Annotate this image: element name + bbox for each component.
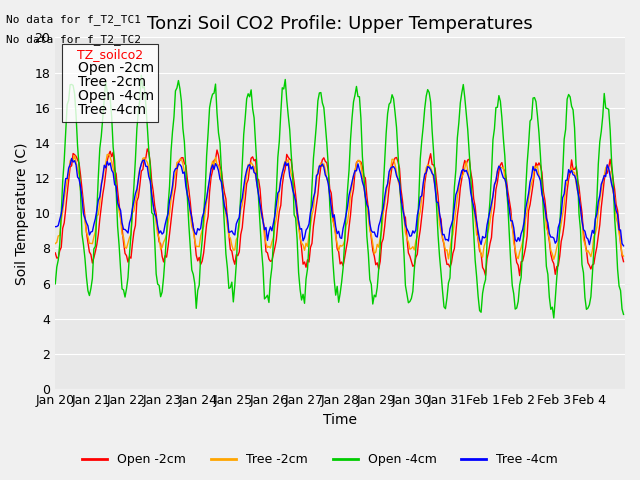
Open -4cm: [345, 167, 353, 173]
Tree -2cm: [105, 152, 113, 157]
Line: Tree -2cm: Tree -2cm: [55, 155, 623, 259]
Tree -4cm: [345, 192, 353, 198]
Open -2cm: [618, 252, 626, 258]
Text: No data for f_T2_TC1: No data for f_T2_TC1: [6, 14, 141, 25]
Text: No data for f_T2_TC2: No data for f_T2_TC2: [6, 34, 141, 45]
Tree -2cm: [620, 253, 627, 259]
Y-axis label: Soil Temperature (C): Soil Temperature (C): [15, 142, 29, 285]
Open -2cm: [516, 273, 524, 278]
Open -2cm: [544, 229, 552, 235]
Open -2cm: [345, 224, 353, 230]
Tree -2cm: [71, 153, 79, 158]
Tree -4cm: [90, 222, 98, 228]
Tree -4cm: [617, 227, 625, 233]
Tree -2cm: [88, 241, 96, 247]
Legend: Open -2cm, Tree -2cm, Open -4cm, Tree -4cm: Open -2cm, Tree -2cm, Open -4cm, Tree -4…: [77, 448, 563, 471]
Legend: Open -2cm, Tree -2cm, Open -4cm, Tree -4cm: Open -2cm, Tree -2cm, Open -4cm, Tree -4…: [62, 44, 158, 121]
Tree -4cm: [458, 168, 466, 174]
X-axis label: Time: Time: [323, 413, 357, 427]
Tree -2cm: [543, 225, 550, 231]
Tree -2cm: [550, 256, 557, 262]
Tree -4cm: [543, 216, 550, 221]
Line: Open -2cm: Open -2cm: [55, 149, 623, 276]
Tree -2cm: [618, 252, 626, 257]
Open -2cm: [620, 259, 627, 264]
Tree -2cm: [345, 207, 353, 213]
Open -2cm: [88, 260, 96, 266]
Open -4cm: [458, 90, 466, 96]
Line: Open -4cm: Open -4cm: [55, 75, 623, 318]
Tree -4cm: [620, 243, 627, 249]
Open -2cm: [71, 152, 79, 157]
Open -4cm: [550, 315, 557, 321]
Open -2cm: [458, 176, 466, 182]
Open -2cm: [143, 146, 151, 152]
Open -4cm: [71, 91, 79, 96]
Open -4cm: [138, 72, 145, 78]
Tree -2cm: [51, 240, 59, 246]
Open -4cm: [618, 306, 626, 312]
Open -4cm: [88, 276, 96, 281]
Open -2cm: [51, 250, 59, 256]
Tree -2cm: [458, 174, 466, 180]
Open -4cm: [543, 264, 550, 269]
Tree -4cm: [68, 156, 76, 161]
Open -4cm: [620, 312, 627, 317]
Title: Tonzi Soil CO2 Profile: Upper Temperatures: Tonzi Soil CO2 Profile: Upper Temperatur…: [147, 15, 533, 33]
Line: Tree -4cm: Tree -4cm: [55, 158, 623, 246]
Tree -4cm: [72, 162, 80, 168]
Open -4cm: [51, 281, 59, 287]
Tree -4cm: [51, 224, 59, 229]
